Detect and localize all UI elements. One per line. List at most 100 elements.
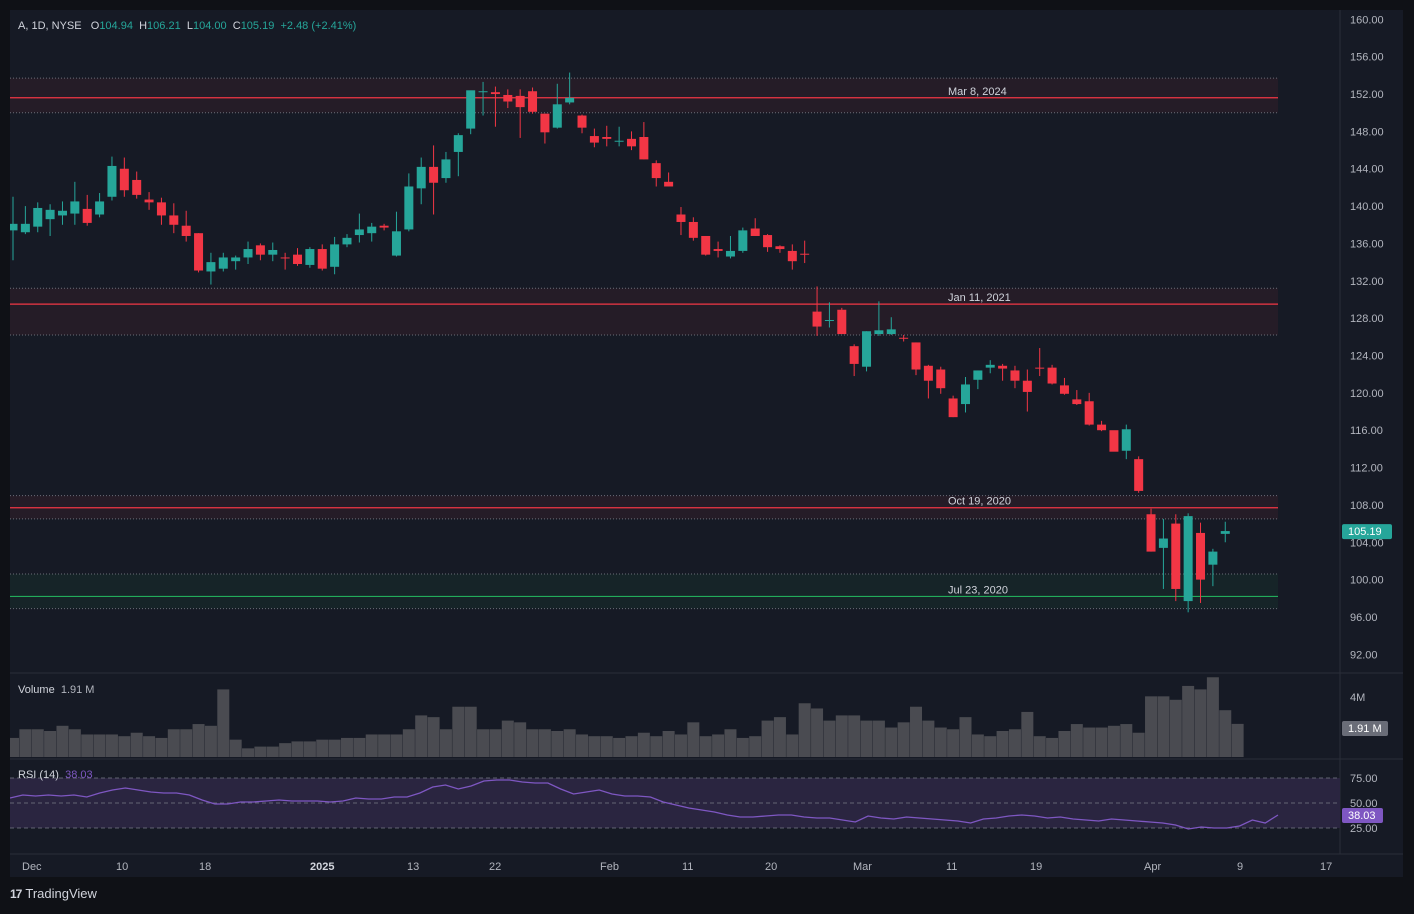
candle[interactable]: [936, 366, 946, 394]
candle[interactable]: [293, 248, 303, 266]
volume-label[interactable]: Volume: [18, 684, 55, 696]
candle[interactable]: [82, 194, 92, 226]
candle[interactable]: [824, 302, 834, 328]
tradingview-footer[interactable]: 17 TradingView: [10, 886, 97, 901]
candle[interactable]: [429, 145, 439, 215]
candle[interactable]: [1059, 377, 1069, 395]
candle[interactable]: [45, 204, 55, 236]
price-axis[interactable]: 160.00 156.00 152.00 148.00 144.00 140.00 136.…: [1342, 14, 1392, 835]
candle[interactable]: [750, 218, 760, 236]
candle[interactable]: [688, 217, 698, 241]
candle[interactable]: [194, 233, 204, 273]
candle[interactable]: [441, 151, 451, 183]
candle[interactable]: [713, 241, 723, 258]
candle[interactable]: [206, 252, 216, 285]
candle[interactable]: [725, 235, 735, 259]
candle[interactable]: [231, 255, 241, 270]
candle[interactable]: [1134, 456, 1144, 493]
candle[interactable]: [973, 370, 983, 390]
candle[interactable]: [243, 241, 253, 264]
candle[interactable]: [1220, 521, 1230, 543]
candle[interactable]: [602, 125, 612, 147]
candle[interactable]: [503, 89, 513, 109]
candle[interactable]: [552, 83, 562, 129]
candle[interactable]: [614, 126, 624, 147]
candle[interactable]: [589, 128, 599, 148]
candle[interactable]: [1084, 392, 1094, 426]
candle[interactable]: [515, 89, 525, 138]
candle[interactable]: [20, 206, 30, 235]
candle[interactable]: [305, 247, 315, 268]
candle[interactable]: [107, 156, 117, 201]
candle[interactable]: [132, 171, 142, 199]
candle[interactable]: [738, 227, 748, 253]
candle[interactable]: [268, 242, 278, 262]
candle[interactable]: [391, 211, 401, 257]
chart-canvas[interactable]: Mar 8, 2024 Jan 11, 2021 Oct 19, 2020 Jul 2…: [10, 10, 1403, 877]
candle[interactable]: [540, 113, 550, 144]
candle[interactable]: [453, 133, 463, 177]
candle[interactable]: [119, 157, 129, 197]
candle[interactable]: [862, 331, 872, 372]
candle[interactable]: [1196, 522, 1206, 603]
candle[interactable]: [466, 90, 476, 135]
candle[interactable]: [651, 160, 661, 187]
candle[interactable]: [1146, 508, 1156, 552]
candle[interactable]: [218, 252, 228, 272]
candle[interactable]: [169, 203, 179, 234]
candle[interactable]: [1097, 420, 1107, 432]
candle[interactable]: [565, 72, 575, 105]
candle[interactable]: [899, 334, 909, 342]
candle[interactable]: [960, 376, 970, 413]
candle[interactable]: [478, 81, 488, 116]
candle[interactable]: [664, 172, 674, 187]
candlestick-series[interactable]: [10, 72, 1230, 613]
candle[interactable]: [837, 307, 847, 335]
chart-frame[interactable]: Mar 8, 2024 Jan 11, 2021 Oct 19, 2020 Jul 2…: [10, 10, 1403, 877]
candle[interactable]: [10, 196, 18, 261]
candle[interactable]: [1010, 365, 1020, 389]
candle[interactable]: [156, 197, 166, 225]
candle[interactable]: [255, 243, 265, 261]
candle[interactable]: [1047, 364, 1057, 385]
candle[interactable]: [367, 222, 377, 242]
candle[interactable]: [577, 114, 587, 134]
candle[interactable]: [787, 244, 797, 270]
candle[interactable]: [627, 131, 636, 151]
candle[interactable]: [1022, 369, 1032, 412]
candle[interactable]: [33, 202, 43, 233]
candle[interactable]: [849, 344, 859, 377]
candle[interactable]: [1072, 390, 1082, 405]
candle[interactable]: [528, 87, 538, 114]
candle[interactable]: [354, 213, 364, 243]
candle[interactable]: [948, 395, 958, 418]
candle[interactable]: [800, 240, 810, 264]
candle[interactable]: [911, 342, 921, 376]
candle[interactable]: [886, 317, 896, 335]
candle[interactable]: [144, 192, 154, 210]
candle[interactable]: [342, 234, 352, 248]
candle[interactable]: [775, 245, 785, 253]
candle[interactable]: [490, 86, 500, 127]
candle[interactable]: [1171, 514, 1181, 602]
candle[interactable]: [639, 122, 649, 160]
candle[interactable]: [1109, 430, 1119, 452]
candle[interactable]: [57, 201, 67, 225]
candle[interactable]: [812, 286, 822, 336]
symbol-label[interactable]: A, 1D, NYSE: [18, 20, 82, 32]
candle[interactable]: [317, 244, 327, 271]
candle[interactable]: [181, 210, 191, 242]
candle[interactable]: [416, 157, 426, 205]
candle[interactable]: [1121, 424, 1131, 460]
candle[interactable]: [280, 252, 290, 270]
candle[interactable]: [95, 193, 105, 218]
candle[interactable]: [379, 223, 389, 231]
rsi-label[interactable]: RSI (14): [18, 769, 59, 781]
candle[interactable]: [763, 234, 773, 252]
candle[interactable]: [1158, 518, 1168, 589]
candle[interactable]: [998, 363, 1008, 381]
candle[interactable]: [701, 235, 711, 256]
time-axis[interactable]: Dec 10 18 2025 13 22 Feb 11 20 Mar 11 19 Apr 9 17: [22, 861, 1332, 873]
candle[interactable]: [985, 360, 995, 374]
candle[interactable]: [1035, 348, 1045, 377]
